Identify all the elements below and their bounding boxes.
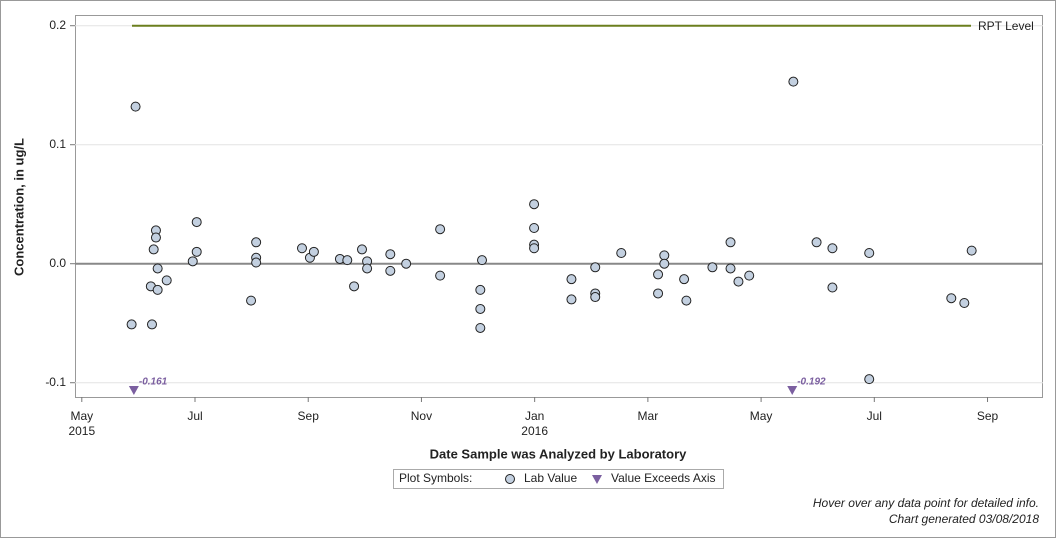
point — [946, 293, 957, 304]
legend-marker — [505, 474, 515, 484]
y-tick-label: 0.0 — [49, 256, 66, 270]
point — [653, 269, 664, 280]
point — [401, 258, 412, 269]
x-tick-label: Sep — [298, 409, 320, 423]
point — [590, 292, 601, 303]
exceeds-label: -0.192 — [797, 377, 826, 388]
point — [477, 255, 488, 266]
point — [161, 275, 172, 286]
point — [251, 257, 262, 268]
exceeds-marker — [128, 386, 139, 395]
point — [707, 262, 718, 273]
point — [385, 265, 396, 276]
point — [529, 223, 540, 234]
point — [959, 297, 970, 308]
point — [357, 244, 368, 255]
point — [966, 245, 977, 256]
point — [566, 294, 577, 305]
point — [191, 246, 202, 257]
point — [475, 322, 486, 333]
point — [475, 303, 486, 314]
point — [187, 256, 198, 267]
x-tick-label: Mar — [638, 409, 659, 423]
x-tick-label: Jul — [187, 409, 202, 423]
point — [529, 243, 540, 254]
point — [126, 319, 137, 330]
point — [566, 274, 577, 285]
hover-note: Hover over any data point for detailed i… — [813, 496, 1039, 510]
legend-title: Plot Symbols: — [399, 471, 472, 485]
point — [146, 319, 157, 330]
point — [827, 282, 838, 293]
point — [590, 262, 601, 273]
point — [616, 248, 627, 259]
point — [251, 237, 262, 248]
x-tick-label: May 2015 — [68, 409, 95, 438]
x-tick-label: Sep — [977, 409, 999, 423]
point — [827, 243, 838, 254]
exceeds-label: -0.161 — [139, 377, 168, 388]
point — [811, 237, 822, 248]
point — [744, 270, 755, 281]
x-tick-label: Jul — [867, 409, 882, 423]
plot-area — [75, 15, 1043, 398]
point — [659, 250, 670, 261]
point — [529, 199, 540, 210]
x-axis-label: Date Sample was Analyzed by Laboratory — [430, 446, 687, 461]
point — [152, 263, 163, 274]
reference-label: RPT Level — [978, 19, 1034, 33]
point — [788, 76, 799, 87]
point — [150, 232, 161, 243]
point — [659, 258, 670, 269]
point — [385, 249, 396, 260]
point — [725, 263, 736, 274]
point — [308, 246, 319, 257]
point — [342, 255, 353, 266]
point — [653, 288, 664, 299]
point — [349, 281, 360, 292]
point — [475, 284, 486, 295]
point — [191, 217, 202, 228]
y-tick-label: 0.1 — [49, 137, 66, 151]
point — [725, 237, 736, 248]
legend-label: Value Exceeds Axis — [611, 471, 716, 485]
point — [362, 263, 373, 274]
point — [296, 243, 307, 254]
x-tick-label: Jan 2016 — [521, 409, 548, 438]
point — [130, 101, 141, 112]
point — [246, 295, 257, 306]
point — [148, 244, 159, 255]
legend-box — [393, 469, 724, 489]
point — [152, 284, 163, 295]
y-tick-label: 0.2 — [49, 18, 66, 32]
x-tick-label: May — [750, 409, 773, 423]
generated-note: Chart generated 03/08/2018 — [889, 512, 1039, 526]
y-axis-label: Concentration, in ug/L — [11, 138, 26, 276]
point — [864, 248, 875, 259]
point — [864, 374, 875, 385]
exceeds-marker — [787, 386, 798, 395]
point — [435, 224, 446, 235]
x-tick-label: Nov — [411, 409, 432, 423]
point — [679, 274, 690, 285]
point — [435, 270, 446, 281]
legend-label: Lab Value — [524, 471, 577, 485]
point — [733, 276, 744, 287]
legend-marker — [592, 475, 602, 484]
point — [681, 295, 692, 306]
y-tick-label: -0.1 — [45, 375, 66, 389]
